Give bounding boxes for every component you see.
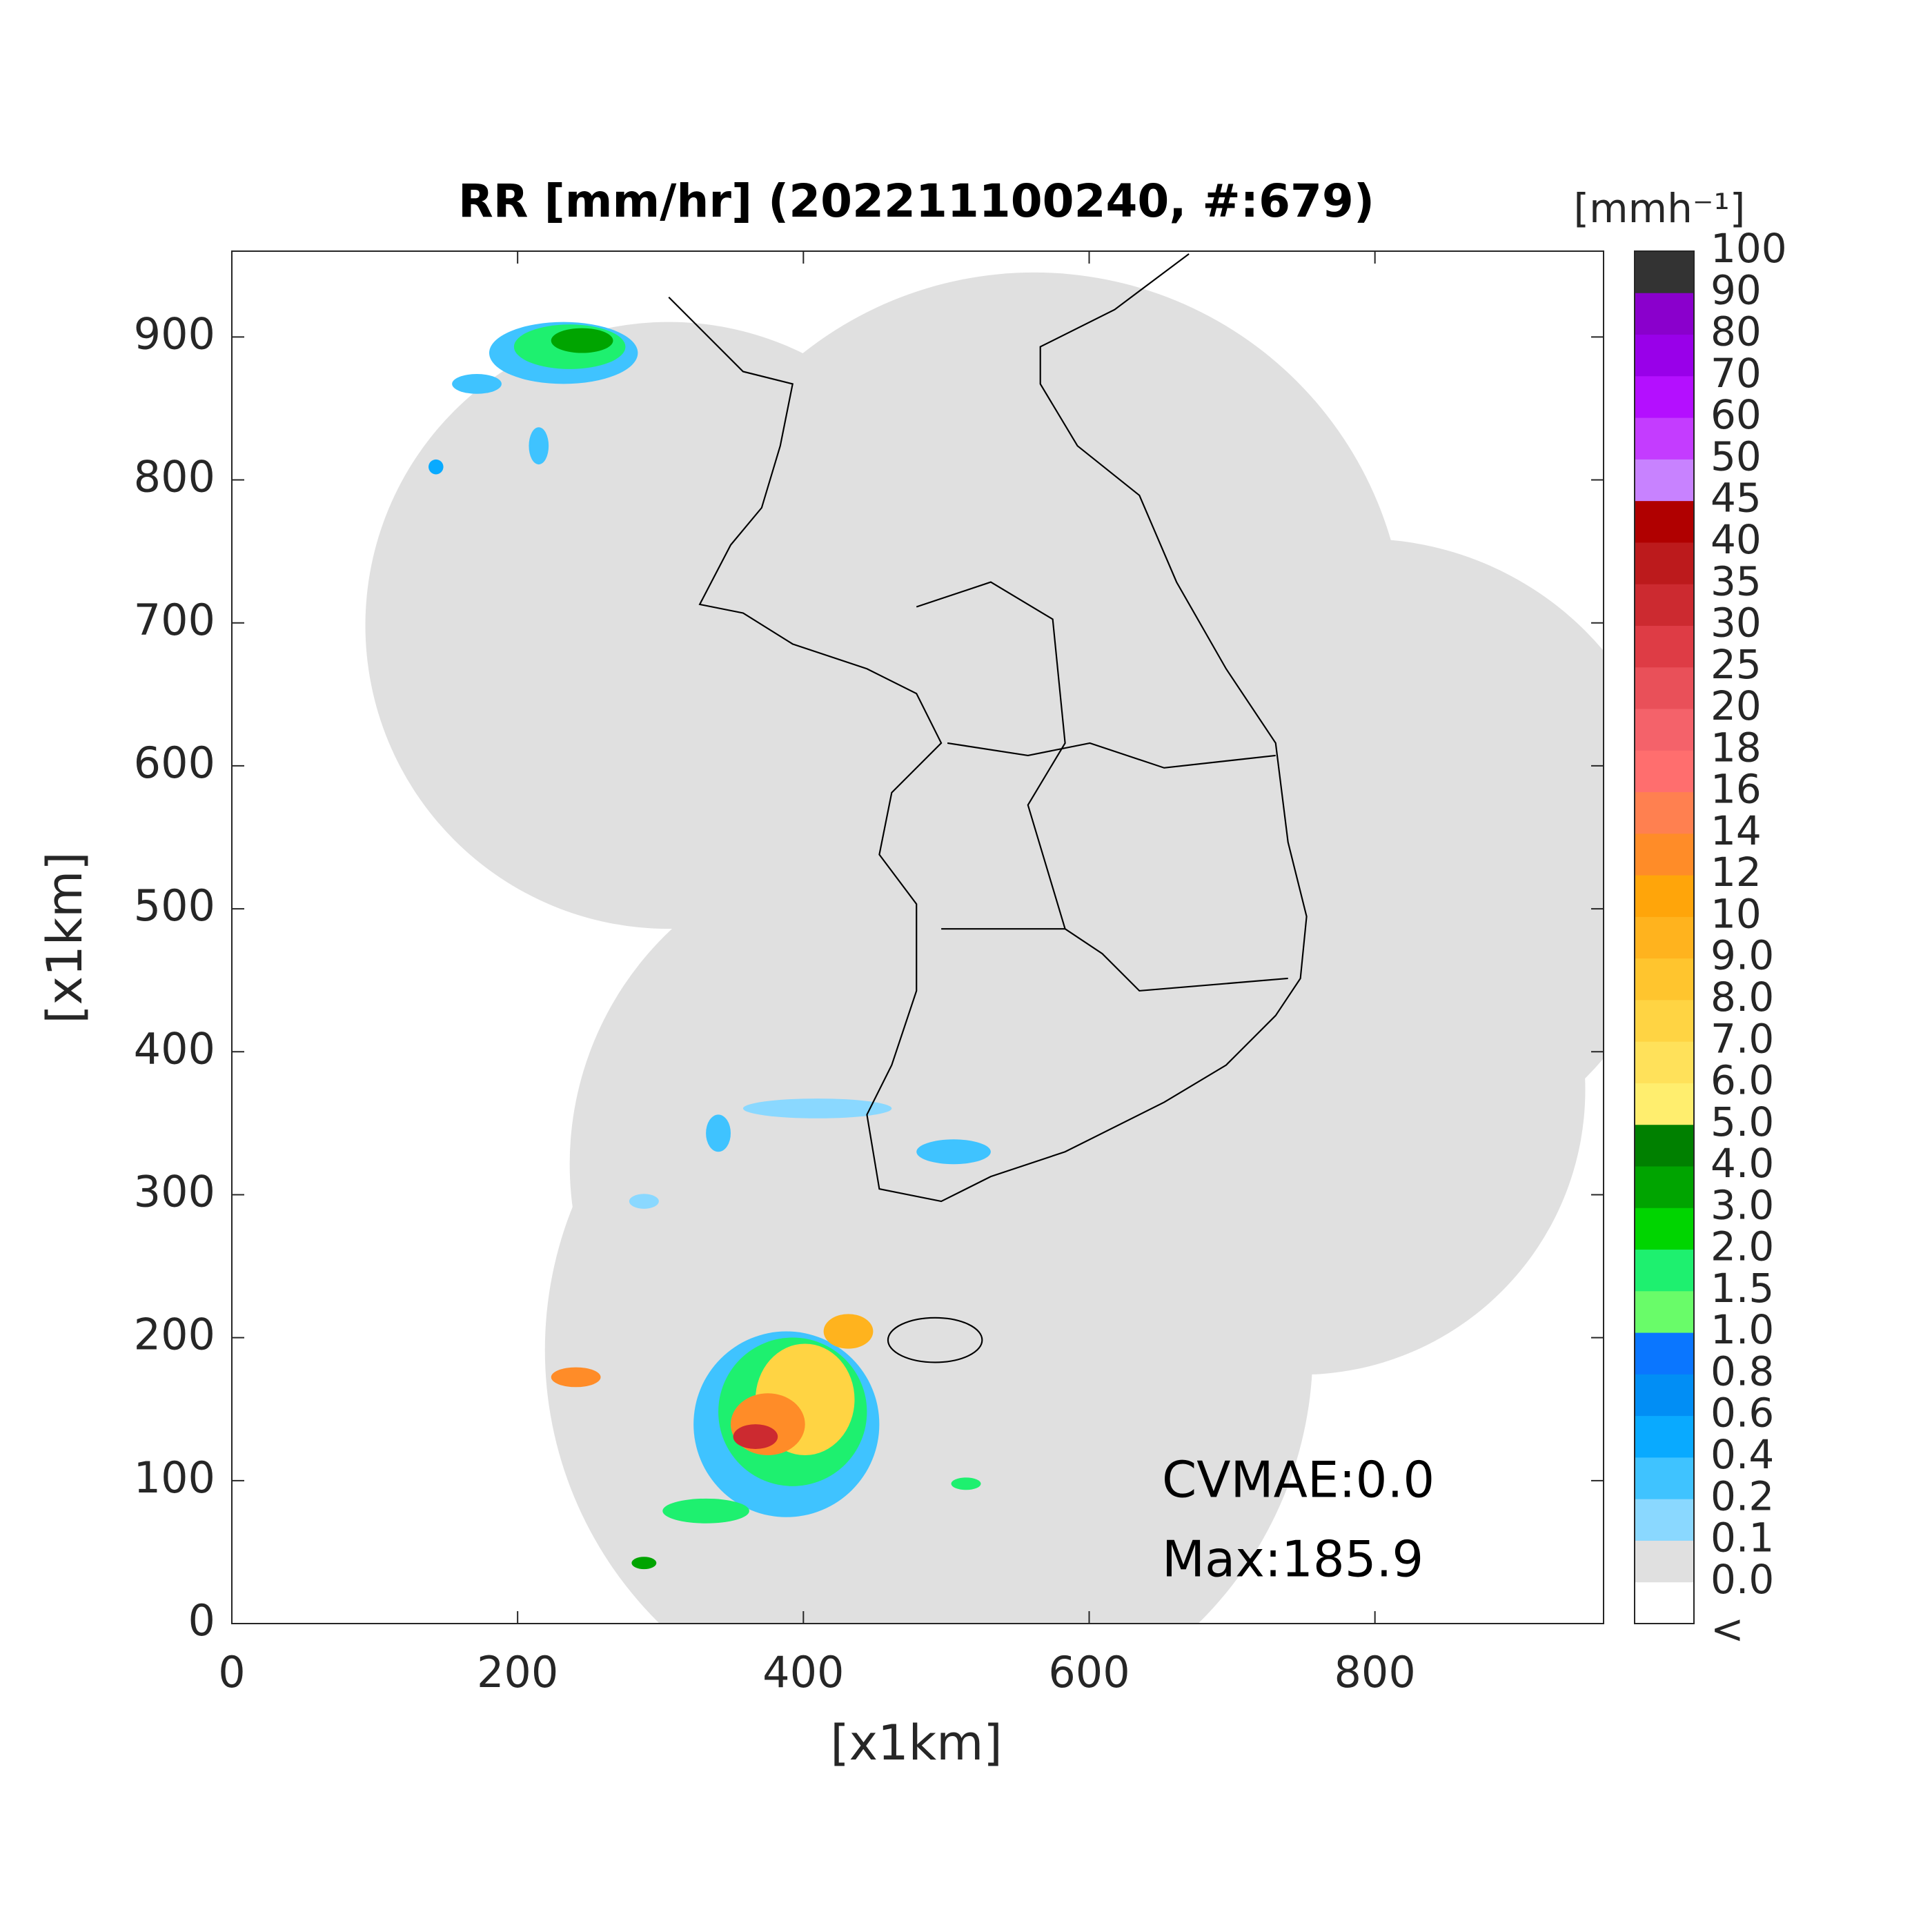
colorbar-segment [1635, 1415, 1694, 1458]
colorbar-label: 90 [1711, 266, 1762, 313]
colorbar-label: 2.0 [1711, 1223, 1774, 1270]
colorbar-label: 0.1 [1711, 1515, 1774, 1561]
map-layer [365, 253, 1604, 1624]
y-tick-label: 100 [134, 1452, 215, 1503]
colorbar-label: 80 [1711, 308, 1762, 355]
x-tick-label: 600 [1048, 1647, 1130, 1697]
chart-title: RR [mm/hr] (202211100240, #:679) [458, 175, 1374, 228]
colorbar-segment [1635, 1499, 1694, 1541]
y-tick-label: 300 [134, 1167, 215, 1217]
colorbar-segment [1635, 1083, 1694, 1125]
colorbar-label: 50 [1711, 433, 1762, 480]
y-tick-label: 600 [134, 738, 215, 788]
colorbar-label: 25 [1711, 641, 1762, 688]
colorbar-label: 40 [1711, 516, 1762, 563]
colorbar-label: 1.5 [1711, 1265, 1774, 1312]
colorbar-label: 30 [1711, 600, 1762, 647]
colorbar-segment [1635, 1540, 1694, 1583]
colorbar-segment [1635, 1208, 1694, 1250]
colorbar-segment [1635, 667, 1694, 709]
colorbar-label: 6.0 [1711, 1057, 1774, 1104]
x-tick-label: 400 [762, 1647, 844, 1697]
colorbar-label: 12 [1711, 849, 1762, 896]
colorbar-segment [1635, 709, 1694, 751]
colorbar-label: 3.0 [1711, 1181, 1774, 1228]
colorbar-segment [1635, 958, 1694, 1000]
colorbar-label: 0.6 [1711, 1390, 1774, 1437]
colorbar-segment [1635, 542, 1694, 584]
colorbar-label: 20 [1711, 682, 1762, 729]
colorbar-label: 14 [1711, 807, 1762, 854]
colorbar-segment [1635, 1124, 1694, 1167]
colorbar-segment [1635, 1332, 1694, 1374]
colorbar-segment [1635, 791, 1694, 834]
colorbar-segment [1635, 1457, 1694, 1499]
colorbar-label: 0.0 [1711, 1556, 1774, 1603]
colorbar-label: 10 [1711, 890, 1762, 937]
y-tick-label: 500 [134, 880, 215, 931]
colorbar-segment [1635, 417, 1694, 460]
y-tick-label: 900 [134, 308, 215, 359]
colorbar-label: < [1711, 1606, 1744, 1653]
colorbar-label: 18 [1711, 724, 1762, 771]
colorbar-label: 7.0 [1711, 1015, 1774, 1062]
colorbar-label: 100 [1711, 225, 1787, 272]
y-tick-label: 800 [134, 452, 215, 502]
y-tick-label: 200 [134, 1310, 215, 1360]
x-tick-label: 200 [477, 1647, 558, 1697]
colorbar-segment [1635, 1581, 1694, 1624]
coastline [668, 253, 1308, 1363]
colorbar-label: 45 [1711, 475, 1762, 522]
colorbar-segment [1635, 625, 1694, 668]
colorbar-label: 0.2 [1711, 1472, 1774, 1519]
colorbar-segment [1635, 1249, 1694, 1292]
plot-frame [231, 250, 1604, 1624]
colorbar-segment [1635, 584, 1694, 626]
colorbar-label: 4.0 [1711, 1140, 1774, 1187]
colorbar-segment [1635, 375, 1694, 418]
annotation: Max:185.9 [1162, 1530, 1423, 1588]
colorbar-label: 0.4 [1711, 1431, 1774, 1478]
colorbar-label: 5.0 [1711, 1098, 1774, 1145]
colorbar-label: 70 [1711, 350, 1762, 397]
colorbar-segment [1635, 833, 1694, 876]
colorbar-frame [1634, 250, 1695, 1624]
colorbar-title: [mmh⁻¹] [1574, 185, 1746, 232]
colorbar-label: 9.0 [1711, 932, 1774, 979]
colorbar-segment [1635, 293, 1694, 335]
colorbar-segment [1635, 500, 1694, 543]
colorbar-segment [1635, 999, 1694, 1042]
colorbar-label: 60 [1711, 391, 1762, 438]
colorbar-label: 16 [1711, 766, 1762, 813]
colorbar-segment [1635, 750, 1694, 793]
y-tick-label: 400 [134, 1023, 215, 1074]
colorbar-label: 0.8 [1711, 1348, 1774, 1394]
annotation: CVMAE:0.0 [1162, 1451, 1435, 1509]
colorbar-segment [1635, 459, 1694, 502]
colorbar-label: 1.0 [1711, 1306, 1774, 1353]
y-tick-label: 700 [134, 595, 215, 645]
x-tick-label: 800 [1334, 1647, 1415, 1697]
colorbar-label: 8.0 [1711, 974, 1774, 1021]
colorbar-label: 35 [1711, 558, 1762, 604]
colorbar-segment [1635, 1166, 1694, 1208]
colorbar-segment [1635, 1290, 1694, 1333]
y-tick-label: 0 [188, 1595, 215, 1646]
colorbar-segment [1635, 334, 1694, 377]
x-tick-label: 0 [218, 1647, 245, 1697]
x-axis-label: [x1km] [830, 1715, 1002, 1771]
colorbar-segment [1635, 875, 1694, 917]
colorbar-segment [1635, 251, 1694, 293]
precipitation [428, 322, 991, 1570]
colorbar-segment [1635, 1374, 1694, 1417]
colorbar-segment [1635, 916, 1694, 959]
colorbar-segment [1635, 1041, 1694, 1083]
y-axis-label: [x1km] [37, 851, 93, 1023]
